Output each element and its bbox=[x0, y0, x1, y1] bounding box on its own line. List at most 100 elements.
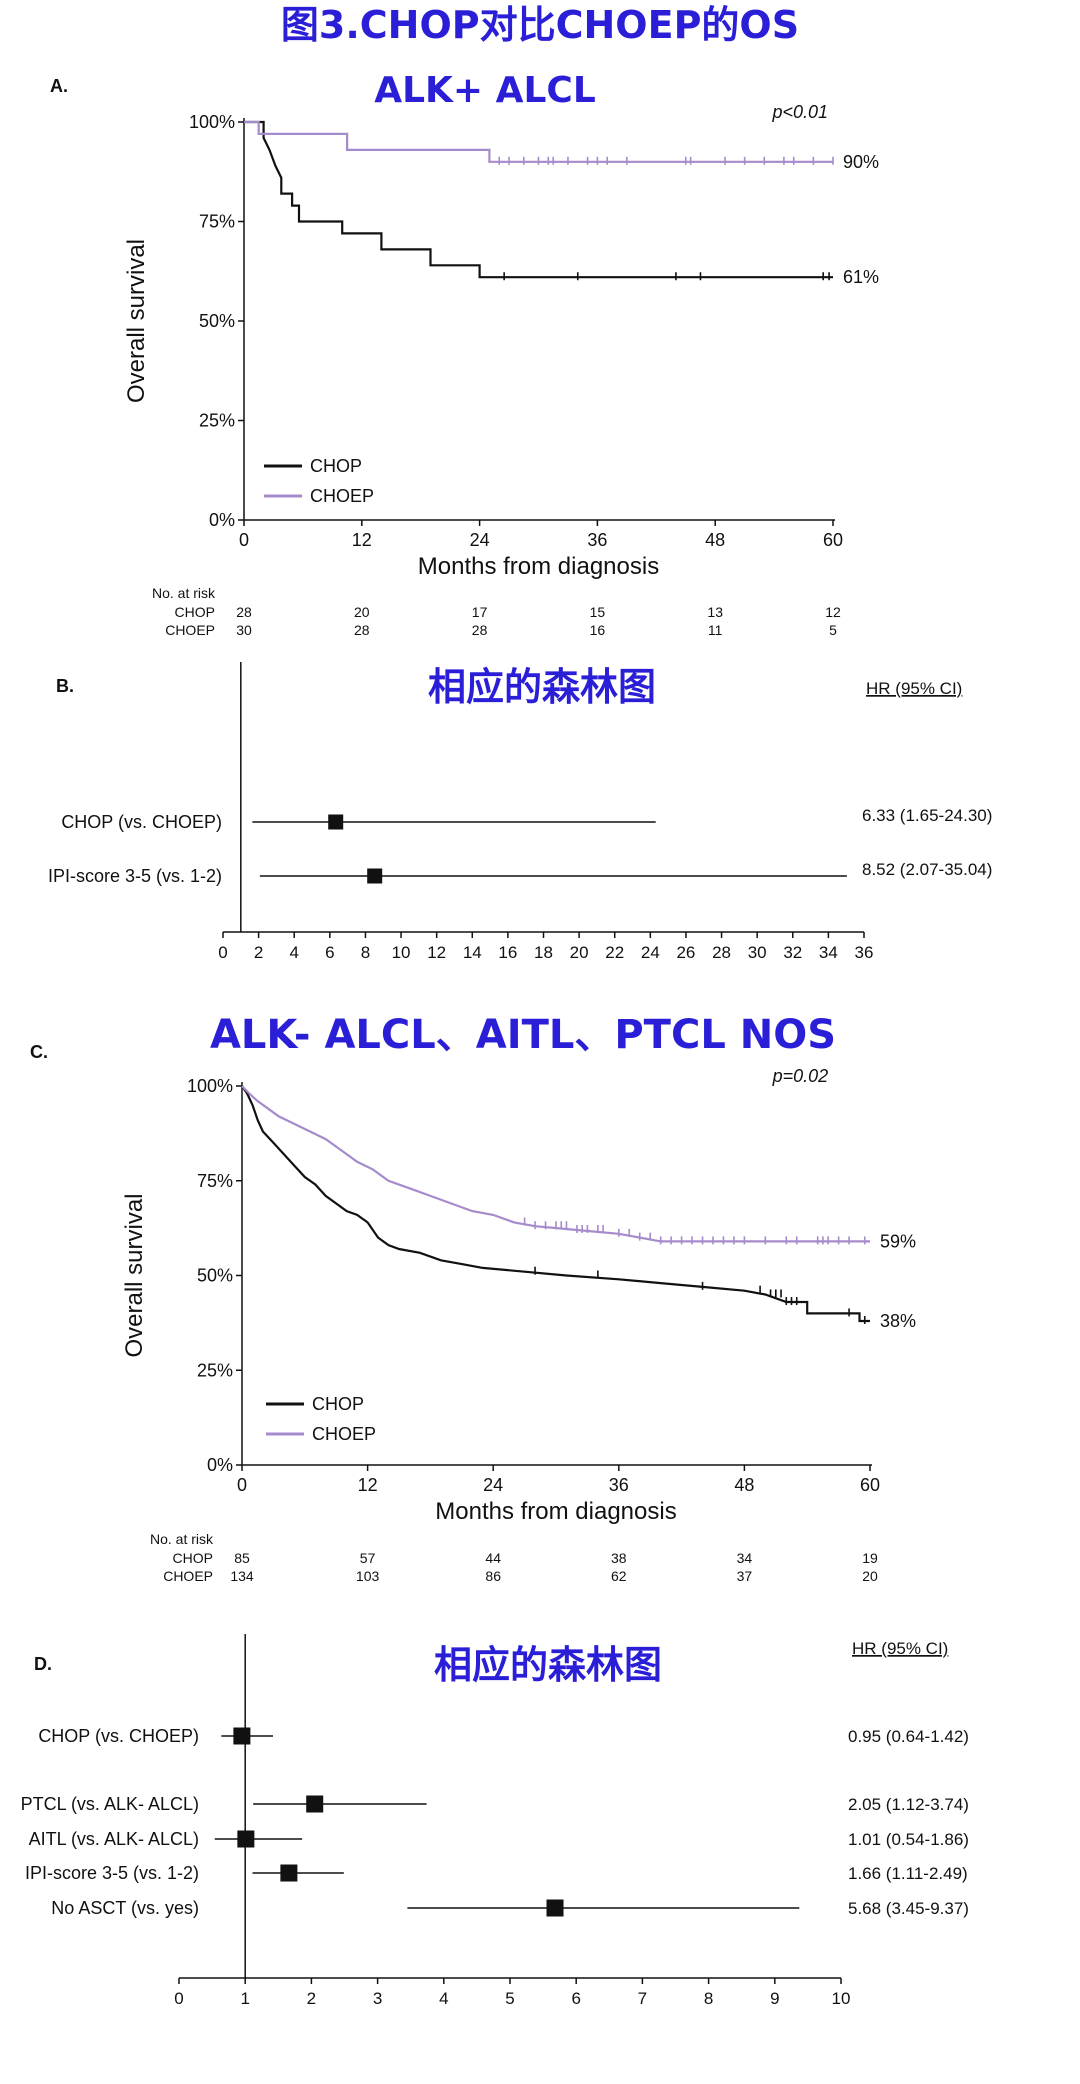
panel-label: C. bbox=[30, 1042, 48, 1062]
p-value: p<0.01 bbox=[772, 102, 829, 122]
x-tick-label: 0 bbox=[174, 1989, 183, 2008]
x-tick-label: 14 bbox=[463, 943, 482, 962]
x-tick-label: 36 bbox=[587, 530, 607, 550]
x-tick-label: 48 bbox=[705, 530, 725, 550]
hr-value: 0.95 (0.64-1.42) bbox=[848, 1727, 969, 1746]
forest-row-label: CHOP (vs. CHOEP) bbox=[38, 1726, 199, 1746]
risk-count: 37 bbox=[737, 1568, 753, 1584]
panel-label: D. bbox=[34, 1654, 52, 1674]
y-tick-label: 50% bbox=[197, 1266, 233, 1286]
risk-count: 20 bbox=[862, 1568, 878, 1584]
y-tick-label: 50% bbox=[199, 311, 235, 331]
x-tick-label: 26 bbox=[676, 943, 695, 962]
x-tick-label: 9 bbox=[770, 1989, 779, 2008]
hazard-ratio-marker bbox=[237, 1830, 255, 1848]
x-tick-label: 24 bbox=[470, 530, 490, 550]
risk-count: 28 bbox=[472, 622, 488, 638]
panel-c-survival-chart: C. ALK- ALCL、AITL、PTCL NOS 0% 25% 50% 75% 100%… bbox=[30, 1012, 916, 1584]
x-tick-label: 8 bbox=[361, 943, 370, 962]
risk-count: 134 bbox=[230, 1568, 254, 1584]
hr-value: 2.05 (1.12-3.74) bbox=[848, 1795, 969, 1814]
y-tick-label: 25% bbox=[199, 411, 235, 431]
x-tick-label: 34 bbox=[819, 943, 838, 962]
end-label-choep: 59% bbox=[880, 1231, 916, 1251]
x-tick-label: 10 bbox=[832, 1989, 851, 2008]
x-tick-label: 3 bbox=[373, 1989, 382, 2008]
legend-label: CHOEP bbox=[312, 1424, 376, 1444]
panel-subtitle: 相应的森林图 bbox=[428, 665, 656, 709]
x-tick-label: 7 bbox=[638, 1989, 647, 2008]
panel-subtitle: ALK- ALCL、AITL、PTCL NOS bbox=[210, 1012, 836, 1058]
x-tick-label: 20 bbox=[570, 943, 589, 962]
x-tick-label: 0 bbox=[237, 1475, 247, 1495]
x-tick-label: 16 bbox=[498, 943, 517, 962]
hr-header: HR (95% CI) bbox=[852, 1639, 948, 1658]
survival-curve-chop bbox=[244, 120, 833, 279]
y-axis-title: Overall survival bbox=[123, 239, 150, 403]
legend-label: CHOP bbox=[310, 456, 362, 476]
hr-header: HR (95% CI) bbox=[866, 679, 962, 698]
x-tick-label: 8 bbox=[704, 1989, 713, 2008]
risk-count: 62 bbox=[611, 1568, 627, 1584]
risk-table-header: No. at risk bbox=[150, 1531, 214, 1547]
risk-count: 19 bbox=[862, 1550, 878, 1566]
survival-curve-chop bbox=[241, 1085, 870, 1323]
legend-label: CHOP bbox=[312, 1394, 364, 1414]
end-label-chop: 61% bbox=[843, 267, 879, 287]
panel-b-forest-plot: B. 相应的森林图 HR (95% CI)0 2 4 6 8 10 12 14 16 18 20 22 24… bbox=[48, 662, 992, 962]
x-tick-label: 28 bbox=[712, 943, 731, 962]
panel-a-survival-chart: A. ALK+ ALCL 0% 25% 50% 75% 100% 0 12 24 36 48 60 Mon… bbox=[50, 70, 879, 638]
x-tick-label: 48 bbox=[734, 1475, 754, 1495]
risk-row-label: CHOP bbox=[173, 1550, 213, 1566]
risk-count: 15 bbox=[590, 604, 606, 620]
x-tick-label: 12 bbox=[427, 943, 446, 962]
hazard-ratio-marker bbox=[306, 1795, 324, 1813]
y-tick-label: 75% bbox=[197, 1171, 233, 1191]
risk-count: 20 bbox=[354, 604, 370, 620]
x-tick-label: 1 bbox=[240, 1989, 249, 2008]
x-tick-label: 4 bbox=[439, 1989, 448, 2008]
x-tick-label: 32 bbox=[783, 943, 802, 962]
x-tick-label: 22 bbox=[605, 943, 624, 962]
y-tick-label: 75% bbox=[199, 212, 235, 232]
risk-count: 12 bbox=[825, 604, 841, 620]
survival-curve-choep bbox=[244, 120, 833, 163]
x-tick-label: 24 bbox=[483, 1475, 503, 1495]
x-tick-label: 60 bbox=[823, 530, 843, 550]
hazard-ratio-marker bbox=[546, 1899, 564, 1917]
x-tick-label: 5 bbox=[505, 1989, 514, 2008]
forest-row-label: IPI-score 3-5 (vs. 1-2) bbox=[48, 866, 222, 886]
x-tick-label: 12 bbox=[352, 530, 372, 550]
risk-count: 11 bbox=[708, 622, 723, 638]
risk-count: 17 bbox=[472, 604, 488, 620]
risk-count: 86 bbox=[485, 1568, 501, 1584]
risk-count: 13 bbox=[707, 604, 723, 620]
risk-count: 30 bbox=[236, 622, 252, 638]
end-label-choep: 90% bbox=[843, 152, 879, 172]
x-tick-label: 36 bbox=[609, 1475, 629, 1495]
x-tick-label: 0 bbox=[218, 943, 227, 962]
x-tick-label: 30 bbox=[748, 943, 767, 962]
x-tick-label: 2 bbox=[307, 1989, 316, 2008]
forest-row-label: PTCL (vs. ALK- ALCL) bbox=[21, 1794, 199, 1814]
x-tick-label: 18 bbox=[534, 943, 553, 962]
risk-row-label: CHOEP bbox=[165, 622, 215, 638]
forest-row-label: No ASCT (vs. yes) bbox=[51, 1898, 199, 1918]
risk-table-header: No. at risk bbox=[152, 585, 216, 601]
x-tick-label: 10 bbox=[392, 943, 411, 962]
p-value: p=0.02 bbox=[772, 1066, 829, 1086]
figure-title: 图3.CHOP对比CHOEP的OS bbox=[281, 3, 799, 47]
risk-count: 57 bbox=[360, 1550, 376, 1566]
x-tick-label: 36 bbox=[855, 943, 874, 962]
x-tick-label: 12 bbox=[358, 1475, 378, 1495]
hr-value: 1.01 (0.54-1.86) bbox=[848, 1830, 969, 1849]
risk-count: 103 bbox=[356, 1568, 380, 1584]
panel-label: B. bbox=[56, 676, 74, 696]
survival-curve-choep bbox=[241, 1085, 870, 1243]
risk-count: 34 bbox=[737, 1550, 753, 1566]
panel-subtitle: 相应的森林图 bbox=[434, 1643, 662, 1687]
x-tick-label: 6 bbox=[325, 943, 334, 962]
risk-count: 16 bbox=[590, 622, 606, 638]
x-tick-label: 0 bbox=[239, 530, 249, 550]
